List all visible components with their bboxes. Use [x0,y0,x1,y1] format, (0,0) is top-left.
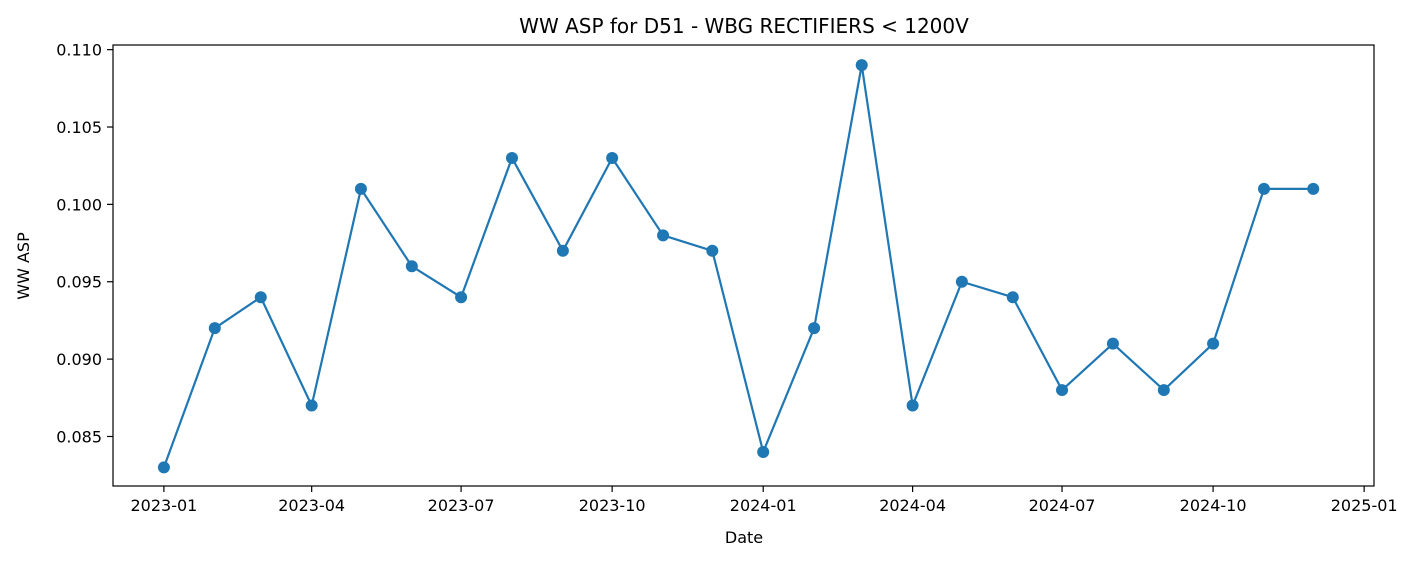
data-point-2024-03[interactable] [855,59,868,72]
y-tick-label-2: 0.095 [56,273,102,292]
axes: 2023-01 2023-04 2023-07 2023-10 2024-01 2024-… [56,41,1397,515]
data-point-2023-08[interactable] [505,151,518,164]
data-point-2024-01[interactable] [757,445,770,458]
x-tick-label-7: 2024-10 [1180,496,1247,515]
data-point-2023-09[interactable] [556,244,569,257]
y-axis-label: WW ASP [14,232,33,300]
y-tick-label-0: 0.085 [56,427,102,446]
y-tick-label-4: 0.105 [56,118,102,137]
data-point-2024-08[interactable] [1106,337,1119,350]
data-point-2023-05[interactable] [354,182,367,195]
data-point-2023-12[interactable] [706,244,719,257]
data-point-2023-04[interactable] [305,399,318,412]
x-tick-label-6: 2024-07 [1029,496,1096,515]
x-axis-label: Date [725,528,763,547]
x-tick-label-3: 2023-10 [579,496,646,515]
data-point-2024-07[interactable] [1056,384,1069,397]
x-tick-label-0: 2023-01 [130,496,197,515]
data-point-2024-12[interactable] [1307,182,1320,195]
chart-title: WW ASP for D51 - WBG RECTIFIERS < 1200V [519,14,969,38]
data-point-2023-03[interactable] [254,291,267,304]
data-point-2023-10[interactable] [606,151,619,164]
data-point-2024-09[interactable] [1157,384,1170,397]
series-ww-asp [157,59,1320,474]
data-point-2023-06[interactable] [405,260,418,273]
y-tick-label-3: 0.100 [56,195,102,214]
data-point-2024-11[interactable] [1257,182,1270,195]
y-tick-label-1: 0.090 [56,350,102,369]
x-tick-label-4: 2024-01 [730,496,797,515]
data-point-2024-05[interactable] [955,275,968,288]
data-point-2023-02[interactable] [208,322,221,335]
data-point-2024-02[interactable] [808,322,821,335]
data-point-2024-10[interactable] [1207,337,1220,350]
data-point-2023-11[interactable] [657,229,670,242]
x-tick-label-2: 2023-07 [428,496,495,515]
plot-frame [112,44,1375,487]
series-line [162,64,1314,468]
data-point-2023-07[interactable] [455,291,468,304]
y-tick-label-5: 0.110 [56,41,102,60]
data-point-2024-06[interactable] [1006,291,1019,304]
data-point-2024-04[interactable] [906,399,919,412]
data-point-2023-01[interactable] [157,461,170,474]
x-tick-label-5: 2024-04 [879,496,946,515]
x-tick-label-1: 2023-04 [278,496,345,515]
x-tick-label-8: 2025-01 [1331,496,1398,515]
